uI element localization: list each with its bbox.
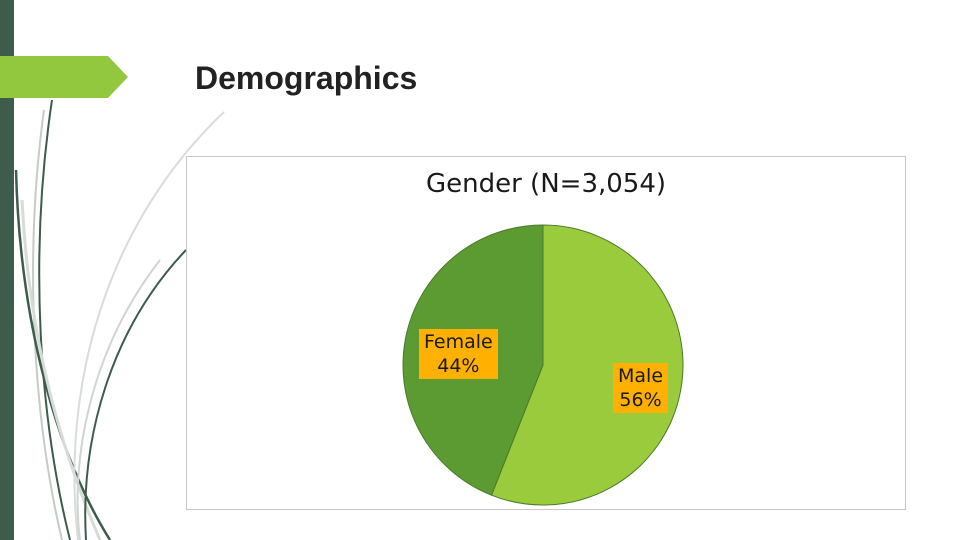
slice-label-female: Female 44%: [419, 329, 498, 379]
slice-label-male: Male 56%: [613, 363, 669, 413]
slice-label-name: Male: [618, 365, 664, 387]
chart-frame: Gender (N=3,054) Male 56% Female 44%: [186, 156, 906, 510]
left-accent-bar: [0, 0, 14, 540]
slice-label-value: 44%: [437, 355, 480, 377]
pie-chart: [402, 224, 684, 506]
title-arrow-icon: [0, 56, 128, 98]
decorative-curves: [14, 99, 225, 540]
slice-label-value: 56%: [619, 389, 662, 411]
pie-slice-male: [490, 224, 684, 506]
slice-label-name: Female: [424, 331, 493, 353]
chart-title: Gender (N=3,054): [425, 169, 667, 199]
slide-title: Demographics: [195, 60, 418, 96]
